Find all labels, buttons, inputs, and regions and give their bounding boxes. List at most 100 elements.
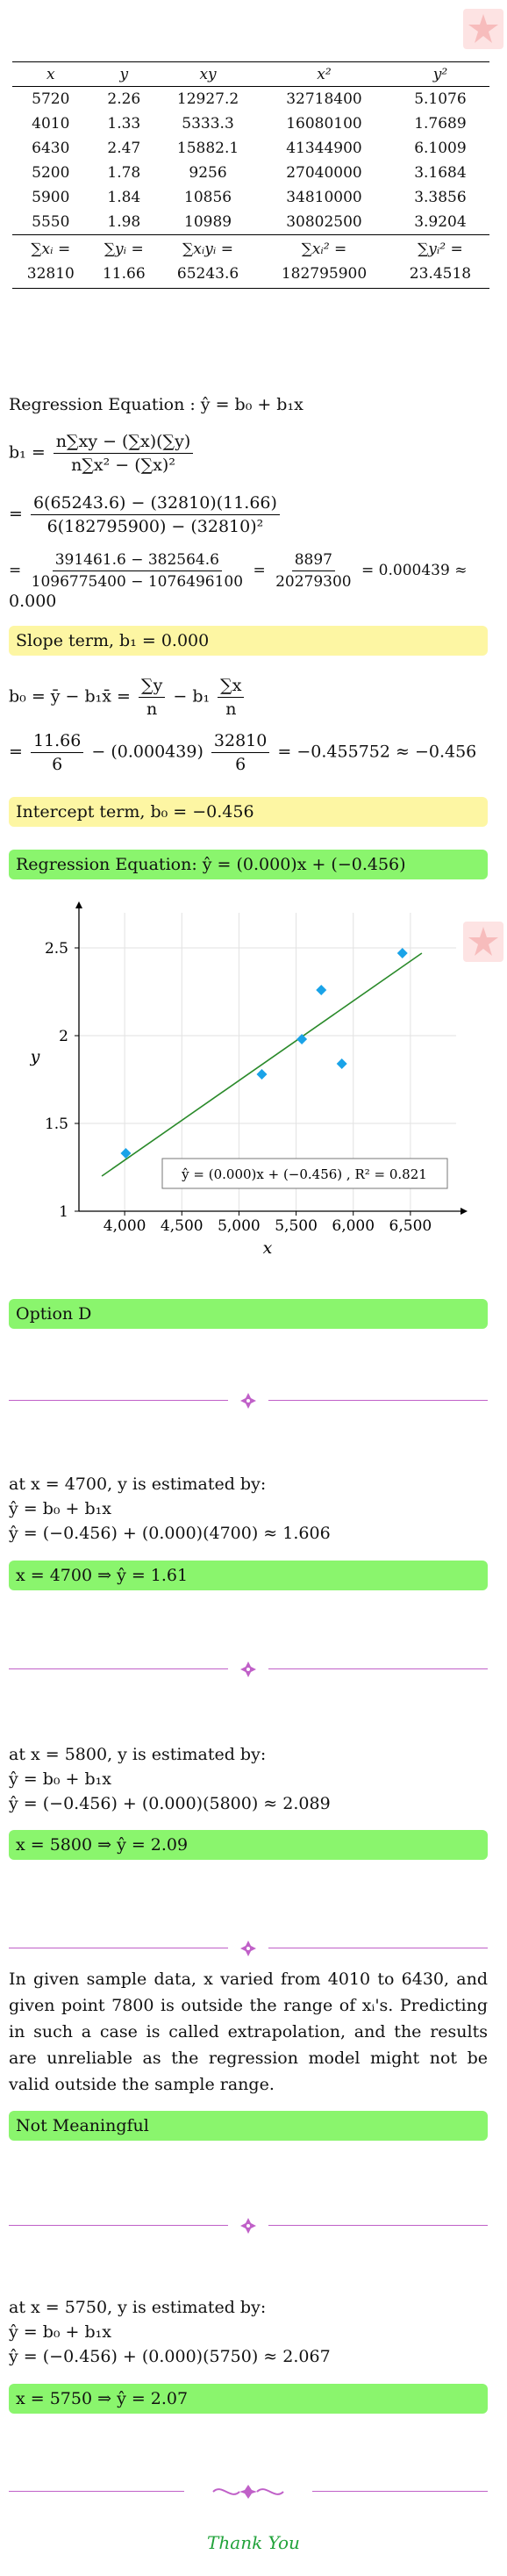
b1-fraction: n∑xy − (∑x)(∑y) n∑x² − (∑x)²	[53, 432, 194, 475]
table-header-row: x y xy x² y²	[12, 61, 489, 87]
table-cell: 6430	[32, 140, 70, 157]
step2-denominator-2: 20279300	[275, 573, 352, 591]
b0-step-num-1: 11.66	[30, 731, 84, 753]
b0-frac-2: ∑x n	[218, 676, 245, 719]
equals-sign: =	[9, 504, 23, 524]
table-cell: 3.1684	[414, 164, 467, 182]
y-axis-arrow	[75, 901, 82, 908]
b0-frac-1: ∑y n	[139, 676, 166, 719]
table-body: 5720 2.26 12927.2 32718400 5.1076 4010 1.33 533…	[12, 87, 489, 289]
flourish-ornament-icon	[212, 2485, 284, 2499]
step2-denominator-1: 1096775400 − 1076496100	[31, 573, 244, 591]
equals-sign: =	[9, 562, 22, 579]
sum-label: ∑yᵢ² =	[390, 234, 489, 262]
x-tick-label: 4,000	[104, 1217, 146, 1235]
x-tick-label: 6,000	[332, 1217, 375, 1235]
table-cell: 5900	[32, 189, 70, 206]
intercept-result-box: Intercept term, b₀ = −0.456	[9, 797, 488, 827]
table-cell: 5.1076	[414, 90, 467, 108]
final-divider	[9, 2483, 488, 2501]
b0-step-den-1: 6	[52, 755, 63, 774]
table-row: 5900 1.84 10856 34810000 3.3856	[12, 185, 489, 210]
divider-ornament-icon	[240, 2218, 256, 2234]
step2-result: = 0.000439 ≈	[361, 562, 468, 579]
equals-sign: =	[253, 562, 266, 579]
table-cell: 30802500	[286, 213, 362, 231]
watermark-logo	[463, 922, 503, 962]
b1-lhs: b₁ =	[9, 442, 46, 463]
estimate-1-eq2: ŷ = (−0.456) + (0.000)(4700) ≈ 1.606	[9, 1524, 331, 1543]
table-cell: 4010	[32, 115, 70, 133]
estimate-2-result-box: x = 5800 ⇒ ŷ = 2.09	[9, 1830, 488, 1860]
b0-step-frac-1: 11.66 6	[30, 731, 84, 774]
x-tick-label: 4,500	[161, 1217, 204, 1235]
section-divider	[9, 2217, 488, 2235]
table-cell: 9256	[189, 164, 227, 182]
b0-lhs: b₀ = ȳ − b₁x̄ =	[9, 686, 131, 707]
b1-step2: = 391461.6 − 382564.6 1096775400 − 10764…	[9, 551, 467, 591]
scatter-chart: 4,000 4,500 5,000 5,500 6,000 6,500 1 1.5 2 2.5 x y…	[30, 901, 468, 1258]
estimate-3-intro: at x = 5750, y is estimated by:	[9, 2298, 267, 2317]
table-cell: 1.98	[107, 213, 141, 231]
step2-wrap: 0.000	[9, 592, 57, 611]
regression-line	[101, 952, 423, 1177]
estimate-2-intro: at x = 5800, y is estimated by:	[9, 1745, 267, 1764]
section-divider	[9, 1940, 488, 1957]
data-point	[120, 1148, 132, 1159]
estimate-3-result-box: x = 5750 ⇒ ŷ = 2.07	[9, 2384, 488, 2414]
data-point	[336, 1058, 347, 1069]
b1-denominator: n∑x² − (∑x)²	[71, 456, 175, 475]
table-row: 5720 2.26 12927.2 32718400 5.1076	[12, 87, 489, 112]
table-cell: 34810000	[286, 189, 362, 206]
sum-label: ∑xᵢ² =	[257, 234, 391, 262]
data-point	[396, 948, 408, 958]
step2-numerator-2: 8897	[291, 551, 335, 571]
estimate-3-eq2: ŷ = (−0.456) + (0.000)(5750) ≈ 2.067	[9, 2347, 331, 2366]
table-row: 6430 2.47 15882.1 41344900 6.1009	[12, 136, 489, 161]
data-point	[316, 985, 327, 995]
sum-label-row: ∑xᵢ = ∑yᵢ = ∑xᵢyᵢ = ∑xᵢ² = ∑yᵢ² =	[12, 234, 489, 262]
b1-formula: b₁ = n∑xy − (∑x)(∑y) n∑x² − (∑x)²	[9, 432, 196, 475]
table-cell: 5550	[32, 213, 70, 231]
sum-value: 11.66	[89, 262, 160, 289]
estimate-3-eq1: ŷ = b₀ + b₁x	[9, 2322, 112, 2342]
b0-mid: − b₁	[173, 686, 211, 707]
section-divider	[9, 1661, 488, 1678]
b0-frac-1-num: ∑y	[139, 676, 166, 698]
y-axis-label: y	[30, 1047, 40, 1066]
col-header: x²	[257, 61, 391, 87]
b0-step-result: = −0.455752 ≈ −0.456	[277, 742, 477, 762]
estimate-2-eq1: ŷ = b₀ + b₁x	[9, 1769, 112, 1789]
sum-value: 23.4518	[390, 262, 489, 289]
not-meaningful-box: Not Meaningful	[9, 2111, 488, 2141]
b0-frac-2-den: n	[225, 700, 237, 719]
b0-step-frac-2: 32810 6	[211, 731, 270, 774]
estimate-1-result-box: x = 4700 ⇒ ŷ = 1.61	[9, 1561, 488, 1590]
sum-label: ∑yᵢ =	[89, 234, 160, 262]
thank-you-text: Thank You	[207, 2532, 300, 2553]
table-cell: 27040000	[286, 164, 362, 182]
divider-ornament-icon	[240, 1393, 256, 1409]
equals-sign: =	[9, 742, 23, 762]
b0-step-den-2: 6	[235, 755, 246, 774]
slope-result-box: Slope term, b₁ = 0.000	[9, 626, 488, 656]
table-cell: 3.9204	[414, 213, 467, 231]
x-tick-label: 5,500	[275, 1217, 318, 1235]
sum-value: 32810	[12, 262, 89, 289]
data-point	[256, 1069, 268, 1080]
sum-value: 182795900	[257, 262, 391, 289]
table-cell: 2.47	[107, 140, 141, 157]
y-tick-label: 2.5	[45, 940, 68, 958]
step2-numerator-1: 391461.6 − 382564.6	[52, 551, 222, 571]
col-header: y²	[390, 61, 489, 87]
regression-title: Regression Equation : ŷ = b₀ + b₁x	[9, 395, 303, 414]
col-header: y	[89, 61, 160, 87]
b0-step-num-2: 32810	[211, 731, 270, 753]
step1-denominator: 6(182795900) − (32810)²	[46, 517, 264, 536]
table-cell: 2.26	[107, 90, 141, 108]
b0-frac-2-num: ∑x	[218, 676, 245, 698]
col-header: xy	[159, 61, 258, 87]
table-row: 4010 1.33 5333.3 16080100 1.7689	[12, 111, 489, 136]
table-cell: 41344900	[286, 140, 362, 157]
regression-equation-box: Regression Equation: ŷ = (0.000)x + (−0.…	[9, 850, 488, 879]
